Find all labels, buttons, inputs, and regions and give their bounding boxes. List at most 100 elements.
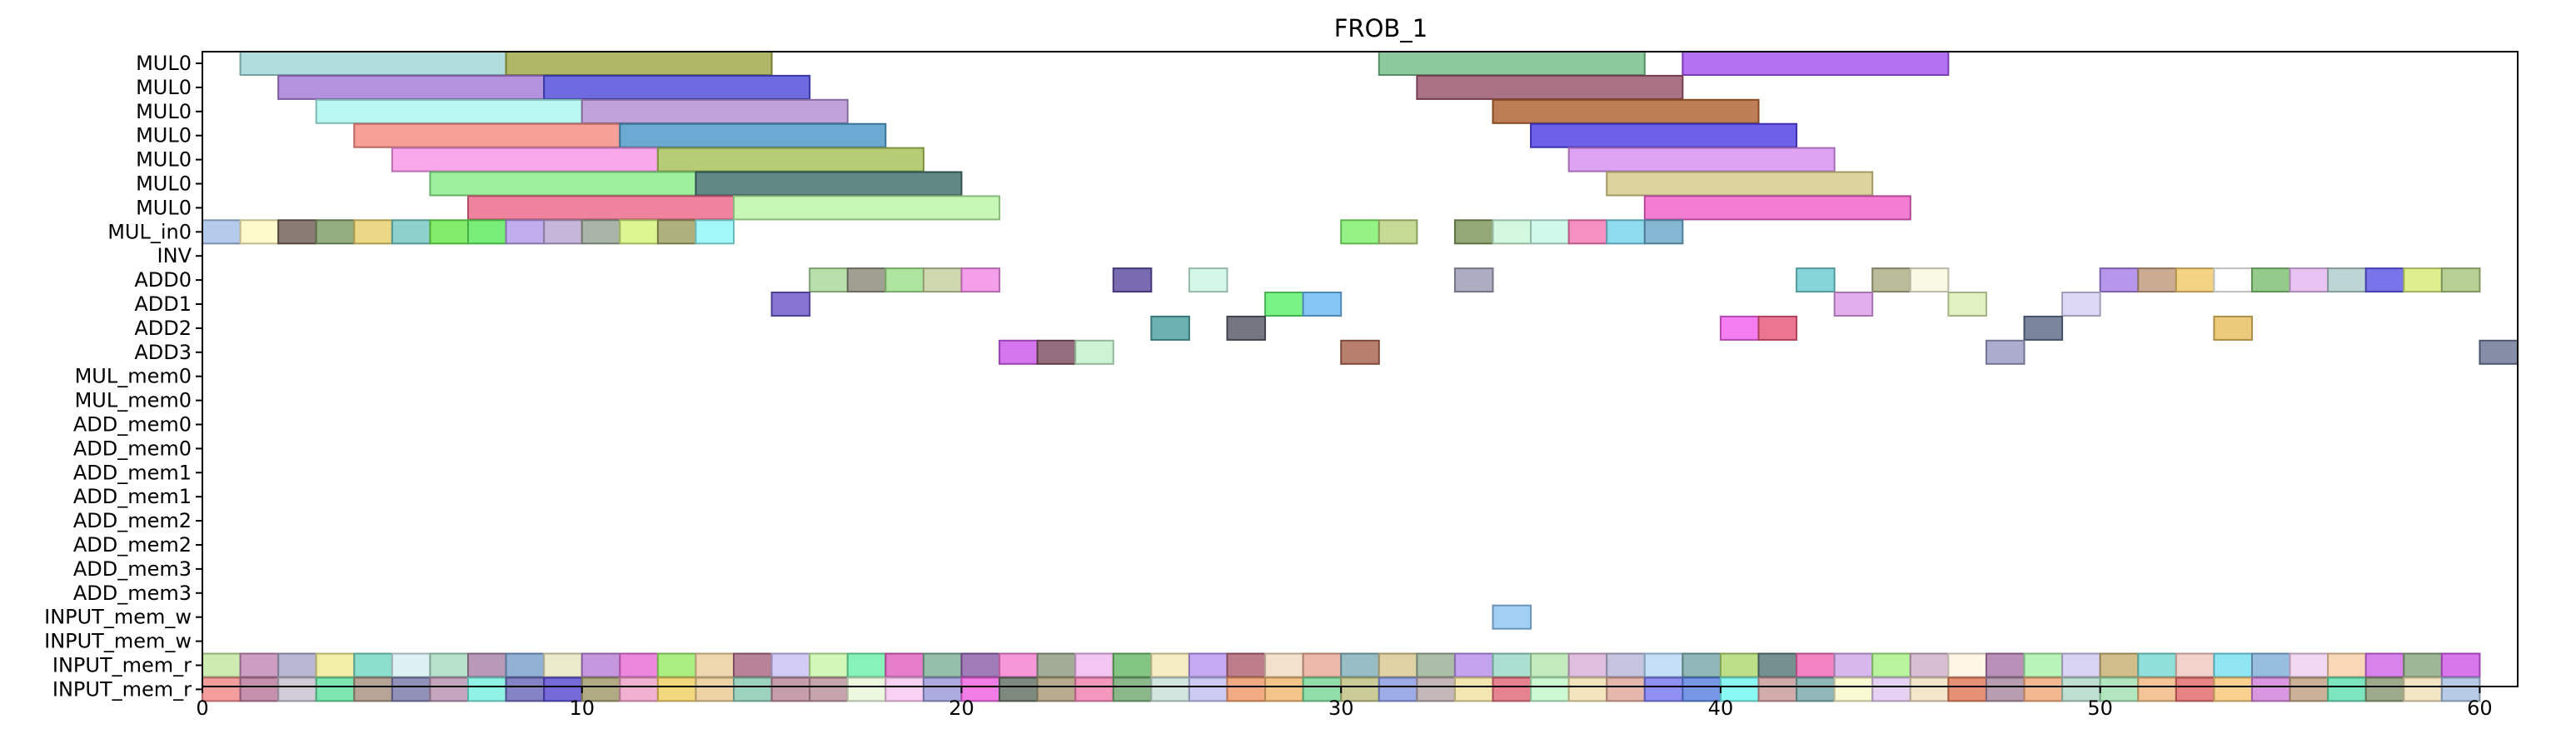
task-bar — [277, 74, 546, 100]
task-bar — [543, 652, 583, 678]
task-bar — [1074, 677, 1114, 702]
task-bar — [1947, 292, 1987, 317]
task-bar — [391, 219, 431, 245]
task-bar — [619, 122, 887, 148]
task-bar — [656, 219, 697, 245]
task-bar — [2289, 652, 2329, 678]
task-bar — [1302, 652, 1343, 678]
task-bar — [1150, 315, 1190, 341]
task-bar — [1378, 677, 1418, 702]
task-bar — [619, 219, 659, 245]
task-bar — [315, 98, 583, 124]
task-bar — [2137, 267, 2177, 293]
task-bar — [2023, 652, 2064, 678]
task-bar — [1416, 677, 1456, 702]
task-bar — [1492, 219, 1532, 245]
task-bar — [733, 652, 773, 678]
task-bar — [1226, 677, 1267, 702]
x-tick-label: 50 — [2087, 697, 2113, 720]
task-bar — [2440, 677, 2481, 702]
task-bar — [733, 195, 1001, 221]
task-bar — [1492, 98, 1760, 124]
y-tick-label: INPUT_mem_r — [52, 677, 192, 701]
task-bar — [467, 677, 507, 702]
task-bar — [1606, 219, 1646, 245]
task-bar — [2327, 652, 2367, 678]
task-bar — [1416, 74, 1684, 100]
task-bar — [353, 677, 393, 702]
task-bar — [1606, 171, 1874, 197]
task-bar — [1833, 652, 1874, 678]
task-bar — [1796, 652, 1836, 678]
task-bar — [2403, 677, 2443, 702]
task-bar — [770, 677, 811, 702]
task-bar — [429, 219, 470, 245]
task-bar — [1909, 267, 1950, 293]
task-bar — [695, 677, 735, 702]
task-bar — [505, 652, 546, 678]
task-bar — [1682, 677, 1721, 702]
task-bar — [391, 677, 431, 702]
task-bar — [960, 652, 1001, 678]
task-bar — [315, 652, 356, 678]
y-tick-label: ADD_mem0 — [73, 437, 192, 460]
task-bar — [2327, 267, 2367, 293]
task-bar — [2403, 652, 2443, 678]
task-bar — [656, 147, 924, 172]
y-tick-label: ADD2 — [134, 317, 192, 340]
y-tick-label: ADD_mem3 — [73, 557, 192, 581]
task-bar — [1074, 339, 1114, 365]
y-tick-label: ADD_mem3 — [73, 582, 192, 605]
task-bar — [1453, 219, 1494, 245]
task-bar — [922, 267, 963, 293]
task-bar — [1871, 677, 1911, 702]
task-bar — [884, 267, 924, 293]
task-bar — [1188, 267, 1228, 293]
y-tick-label: MUL_in0 — [107, 220, 192, 243]
task-bar — [1757, 677, 1798, 702]
y-tick-label: INPUT_mem_w — [44, 630, 192, 653]
task-bar — [2364, 677, 2405, 702]
task-bar — [2175, 677, 2215, 702]
task-bar — [543, 219, 583, 245]
task-bar — [580, 219, 621, 245]
task-bar — [505, 51, 773, 76]
task-bar — [1492, 652, 1532, 678]
task-bar — [695, 219, 735, 245]
task-bar — [2137, 652, 2177, 678]
task-bar — [809, 652, 849, 678]
task-bar — [505, 219, 546, 245]
task-bar — [1985, 652, 2025, 678]
task-bar — [1453, 677, 1494, 702]
task-bar — [846, 267, 887, 293]
task-bar — [239, 677, 280, 702]
task-bar — [2440, 267, 2481, 293]
task-bar — [2175, 652, 2215, 678]
task-bar — [1909, 677, 1950, 702]
task-bar — [1643, 652, 1684, 678]
task-bar — [1340, 219, 1380, 245]
task-bar — [1036, 339, 1077, 365]
task-bar — [695, 652, 735, 678]
task-bar — [1796, 677, 1836, 702]
y-tick-label: MUL_mem0 — [75, 365, 192, 388]
task-bars — [202, 51, 2519, 702]
task-bar — [543, 74, 811, 100]
task-bar — [580, 677, 621, 702]
y-tick-label: ADD3 — [134, 341, 192, 364]
task-bar — [884, 652, 924, 678]
y-tick-label: MUL0 — [136, 148, 192, 172]
task-bar — [2061, 652, 2101, 678]
task-bar — [202, 652, 242, 678]
task-bar — [960, 267, 1001, 293]
task-bar — [1530, 652, 1570, 678]
task-bar — [315, 677, 356, 702]
task-bar — [1757, 315, 1798, 341]
task-bar — [429, 652, 470, 678]
task-bar — [1530, 219, 1570, 245]
task-bar — [1492, 604, 1532, 630]
task-bar — [2327, 677, 2367, 702]
task-bar — [2023, 315, 2064, 341]
task-bar — [884, 677, 924, 702]
